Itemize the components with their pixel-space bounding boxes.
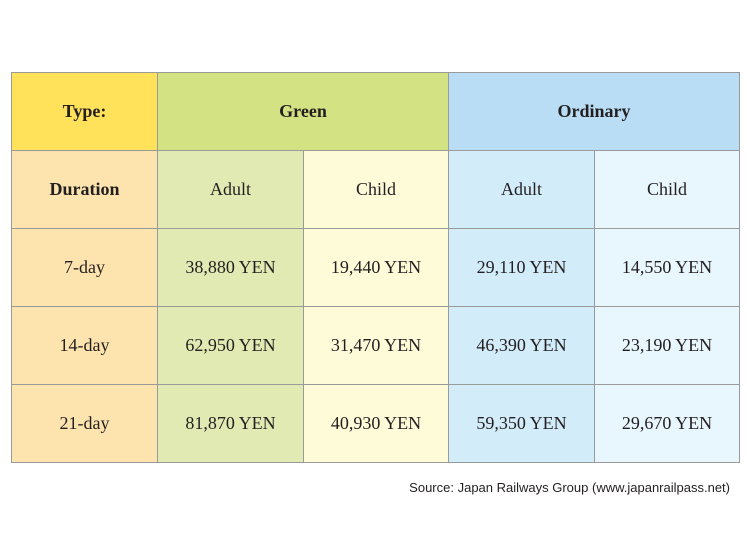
green-adult-header: Adult	[157, 150, 304, 229]
ordinary-child-price: 23,190 YEN	[593, 306, 741, 385]
table-row: 14-day 62,950 YEN 31,470 YEN 46,390 YEN …	[11, 306, 741, 385]
duration-label: Duration	[11, 150, 158, 229]
ordinary-adult-price: 29,110 YEN	[448, 228, 595, 307]
green-child-price: 19,440 YEN	[303, 228, 449, 307]
green-class-header: Green	[157, 72, 449, 151]
ordinary-child-price: 29,670 YEN	[593, 384, 741, 463]
green-child-header: Child	[303, 150, 449, 229]
duration-cell: 7-day	[11, 228, 158, 307]
duration-cell: 21-day	[11, 384, 158, 463]
table-header-row: Type: Green Ordinary	[11, 72, 741, 151]
rail-pass-price-table: Type: Green Ordinary Duration Adult Chil…	[11, 72, 741, 463]
type-label: Type:	[11, 72, 158, 151]
ordinary-adult-price: 59,350 YEN	[448, 384, 595, 463]
source-caption: Source: Japan Railways Group (www.japanr…	[409, 480, 730, 495]
ordinary-class-header: Ordinary	[447, 72, 741, 151]
green-adult-price: 62,950 YEN	[157, 306, 304, 385]
ordinary-child-price: 14,550 YEN	[593, 228, 741, 307]
green-child-price: 31,470 YEN	[303, 306, 449, 385]
table-row: 21-day 81,870 YEN 40,930 YEN 59,350 YEN …	[11, 384, 741, 463]
ordinary-child-header: Child	[593, 150, 741, 229]
green-child-price: 40,930 YEN	[303, 384, 449, 463]
table-row: 7-day 38,880 YEN 19,440 YEN 29,110 YEN 1…	[11, 228, 741, 307]
green-adult-price: 81,870 YEN	[157, 384, 304, 463]
green-adult-price: 38,880 YEN	[157, 228, 304, 307]
ordinary-adult-price: 46,390 YEN	[448, 306, 595, 385]
table-subheader-row: Duration Adult Child Adult Child	[11, 150, 741, 229]
ordinary-adult-header: Adult	[448, 150, 595, 229]
duration-cell: 14-day	[11, 306, 158, 385]
